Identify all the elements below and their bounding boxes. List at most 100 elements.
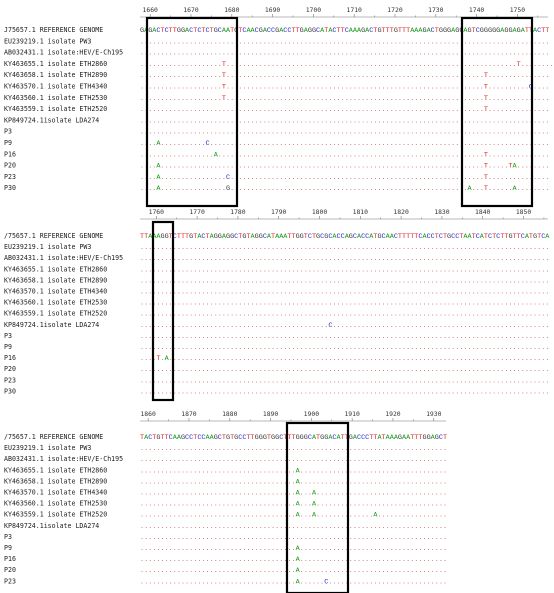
row-label: P30 (4, 184, 16, 192)
row-label: KP849724.1isolate LDA274 (4, 522, 99, 530)
ruler-label: 1770 (189, 208, 205, 216)
sequence: ........................................… (140, 117, 549, 125)
row-label: KY463560.1 isolate ETH2530 (4, 299, 107, 307)
sequence: ......................................A.… (140, 489, 447, 497)
row-label: J75657.1 REFERENCE GENOME (4, 26, 103, 34)
sequence: ......................................A.… (140, 478, 447, 486)
sequence: ....A...................................… (140, 162, 549, 170)
ruler-label: 1720 (387, 6, 403, 14)
ruler-label: 1780 (230, 208, 246, 216)
row-label: P20 (4, 365, 16, 373)
ruler-label: 1890 (263, 410, 279, 418)
row-label: P16 (4, 354, 16, 362)
ruler-label: 1710 (347, 6, 363, 14)
sequence: ........................................… (140, 38, 549, 46)
sequence: ......................................A.… (140, 567, 447, 575)
sequence: ......................................A.… (140, 500, 447, 508)
sequence: ........................................… (140, 322, 549, 330)
ruler-label: 1730 (428, 6, 444, 14)
sequence: ........................................… (140, 456, 447, 464)
sequence: ........................................… (140, 49, 549, 57)
ruler-label: 1760 (149, 208, 165, 216)
sequence: ........................................… (140, 366, 549, 374)
ruler-label: 1690 (265, 6, 281, 14)
ruler-label: 1880 (222, 410, 238, 418)
sequence: ........................................… (140, 106, 549, 114)
sequence: ....................T...................… (140, 83, 549, 91)
row-label: KY463560.1 isolate ETH2530 (4, 500, 107, 508)
sequence: ....A...........C.......................… (140, 140, 549, 148)
row-label: P9 (4, 544, 12, 552)
row-label: P3 (4, 332, 12, 340)
sequence: ........................................… (140, 244, 549, 252)
sequence: ....T.A.................................… (140, 355, 549, 363)
ruler-label: 1920 (385, 410, 401, 418)
row-label: KY463559.1 isolate ETH2520 (4, 511, 107, 519)
ruler-label: 1680 (224, 6, 240, 14)
sequence: ........................................… (140, 344, 549, 352)
row-label: KP849724.1isolate LDA274 (4, 116, 99, 124)
sequence: ........................................… (140, 266, 549, 274)
row-label: KY463655.1 isolate ETH2860 (4, 466, 107, 474)
ruler-label: 1910 (344, 410, 360, 418)
sequence: ........................................… (140, 445, 447, 453)
row-label: P20 (4, 162, 16, 170)
sequence: ........................................… (140, 534, 447, 542)
sequence: ........................................… (140, 523, 447, 531)
sequence: ....A................C..................… (140, 174, 549, 182)
row-label: P23 (4, 376, 16, 384)
row-label: EU239219.1 isolate PW3 (4, 37, 91, 45)
row-label: KY463559.1 isolate ETH2520 (4, 310, 107, 318)
row-label: /75657.1 REFERENCE GENOME (4, 232, 103, 240)
ruler-label: 1700 (306, 6, 322, 14)
highlight-box (151, 220, 175, 402)
row-label: P9 (4, 343, 12, 351)
sequence: ........................................… (140, 388, 549, 396)
ruler-label: 1820 (393, 208, 409, 216)
ruler-label: 1670 (183, 6, 199, 14)
row-label: KY463658.1 isolate ETH2890 (4, 276, 107, 284)
row-label: KY463570.1 isolate ETH4340 (4, 288, 107, 296)
row-label: AB032431.1 isolate:HEV/E-Ch195 (4, 254, 123, 262)
sequence: ........................................… (140, 333, 549, 341)
sequence: TACTGTTCAAGCCTCCAAGCTGTGCCTTGGGTGGCTTTGG… (140, 434, 447, 442)
ruler-label: 1740 (469, 6, 485, 14)
row-label: AB032431.1 isolate:HEV/E-Ch195 (4, 455, 123, 463)
row-label: P16 (4, 555, 16, 563)
row-label: EU239219.1 isolate PW3 (4, 243, 91, 251)
sequence: ........................................… (140, 310, 549, 318)
ruler-label: 1790 (271, 208, 287, 216)
row-label: KP849724.1isolate LDA274 (4, 321, 99, 329)
sequence: ........................................… (140, 277, 549, 285)
highlight-box (285, 421, 350, 593)
ruler-label: 1840 (475, 208, 491, 216)
sequence: ........................................… (140, 299, 549, 307)
row-label: P3 (4, 128, 12, 136)
row-label: KY463658.1 isolate ETH2890 (4, 71, 107, 79)
ruler-label: 1660 (143, 6, 159, 14)
row-label: KY463570.1 isolate ETH4340 (4, 83, 107, 91)
row-label: P23 (4, 577, 16, 585)
sequence: ......................................A.… (140, 467, 447, 475)
ruler-label: 1830 (434, 208, 450, 216)
sequence: GAGACTCTTGGACTCTCTGCAATGTCAACGACCGACCTTG… (140, 27, 549, 35)
ruler-label: 1860 (140, 410, 156, 418)
ruler-label: 1930 (426, 410, 442, 418)
sequence: ........................................… (140, 128, 549, 136)
row-label: /75657.1 REFERENCE GENOME (4, 433, 103, 441)
sequence: ......................................A.… (140, 545, 447, 553)
ruler-label: 1750 (510, 6, 526, 14)
sequence: ........................................… (140, 377, 549, 385)
sequence: ......................................A.… (140, 578, 447, 586)
row-label: P23 (4, 173, 16, 181)
row-label: KY463658.1 isolate ETH2890 (4, 477, 107, 485)
row-label: KY463655.1 isolate ETH2860 (4, 60, 107, 68)
ruler-label: 1900 (304, 410, 320, 418)
row-label: EU239219.1 isolate PW3 (4, 444, 91, 452)
sequence: ........................................… (140, 255, 549, 263)
row-label: KY463570.1 isolate ETH4340 (4, 489, 107, 497)
sequence: ..................A.....................… (140, 151, 549, 159)
ruler-label: 1800 (312, 208, 328, 216)
row-label: P3 (4, 533, 12, 541)
